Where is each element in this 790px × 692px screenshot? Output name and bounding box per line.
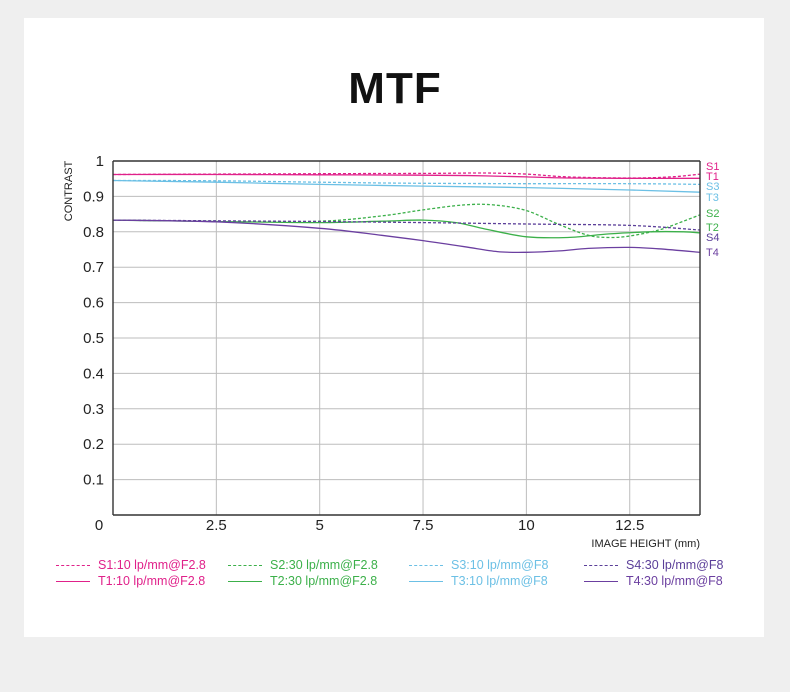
legend-item-t4: T4:30 lp/mm@F8: [584, 572, 723, 590]
y-tick-label: 0.5: [83, 330, 104, 347]
legend-item-t1: T1:10 lp/mm@F2.8: [56, 572, 205, 590]
x-tick-label: 7.5: [413, 517, 434, 534]
y-tick-label: 0.2: [83, 436, 104, 453]
x-tick-label: 0: [95, 517, 103, 534]
series-line-t2: [112, 219, 701, 239]
legend-item-s3: S3:10 lp/mm@F8: [409, 556, 548, 574]
legend-label: T2:30 lp/mm@F2.8: [270, 574, 378, 588]
grid-lines: [113, 161, 700, 515]
legend-swatch: [584, 580, 618, 582]
legend-swatch: [228, 564, 262, 566]
legend-label: S1:10 lp/mm@F2.8: [98, 558, 206, 572]
legend-label: T3:10 lp/mm@F8: [451, 574, 548, 588]
series-line-s3: [112, 179, 701, 186]
axes: [112, 160, 701, 516]
y-tick-label: 0.4: [83, 365, 104, 382]
y-tick-label: 0.8: [83, 224, 104, 241]
end-label-s1: S1: [706, 161, 719, 173]
x-tick-label: 10: [518, 517, 535, 534]
chart-legend: S1:10 lp/mm@F2.8 T1:10 lp/mm@F2.8 S2:30 lp…: [0, 556, 790, 596]
legend-item-t2: T2:30 lp/mm@F2.8: [228, 572, 377, 590]
y-tick-label: 1: [96, 153, 104, 170]
end-label-t3: T3: [706, 192, 719, 204]
end-label-t4: T4: [706, 247, 719, 259]
series-line-s4: [112, 219, 701, 231]
legend-label: S4:30 lp/mm@F8: [626, 558, 724, 572]
series-line-t4: [112, 219, 701, 254]
chart-title: MTF: [348, 64, 442, 113]
tick-labels: 0 2.5 5 7.5 10 12.5 0.1 0.2 0.3 0.4 0.5 0.6 0.7 0.8 0.…: [83, 153, 644, 534]
legend-label: S3:10 lp/mm@F8: [451, 558, 549, 572]
legend-label: S2:30 lp/mm@F2.8: [270, 558, 378, 572]
end-label-s3: S3: [706, 181, 719, 193]
legend-swatch: [409, 564, 443, 566]
y-tick-label: 0.6: [83, 295, 104, 312]
y-tick-label: 0.3: [83, 401, 104, 418]
y-tick-label: 0.1: [83, 472, 104, 489]
legend-swatch: [409, 580, 443, 582]
end-label-s2: S2: [706, 208, 719, 220]
x-tick-label: 2.5: [206, 517, 227, 534]
y-tick-label: 0.9: [83, 188, 104, 205]
legend-item-s4: S4:30 lp/mm@F8: [584, 556, 723, 574]
legend-item-s2: S2:30 lp/mm@F2.8: [228, 556, 378, 574]
legend-item-t3: T3:10 lp/mm@F8: [409, 572, 548, 590]
series-line-t3: [112, 179, 701, 193]
end-label-s4: S4: [706, 232, 719, 244]
legend-label: T4:30 lp/mm@F8: [626, 574, 723, 588]
x-axis-label: IMAGE HEIGHT (mm): [591, 538, 700, 550]
y-tick-label: 0.7: [83, 259, 104, 276]
chart-card: [24, 18, 764, 637]
legend-swatch: [56, 564, 90, 566]
legend-swatch: [228, 580, 262, 582]
legend-item-s1: S1:10 lp/mm@F2.8: [56, 556, 206, 574]
end-label-t2: T2: [706, 222, 719, 234]
legend-swatch: [584, 564, 618, 566]
series-line-t1: [112, 173, 701, 179]
x-tick-label: 12.5: [615, 517, 644, 534]
y-axis-label: CONTRAST: [63, 160, 75, 221]
series-lines: [112, 172, 701, 254]
x-tick-label: 5: [316, 517, 324, 534]
legend-swatch: [56, 580, 90, 582]
legend-label: T1:10 lp/mm@F2.8: [98, 574, 206, 588]
end-label-t1: T1: [706, 171, 719, 183]
